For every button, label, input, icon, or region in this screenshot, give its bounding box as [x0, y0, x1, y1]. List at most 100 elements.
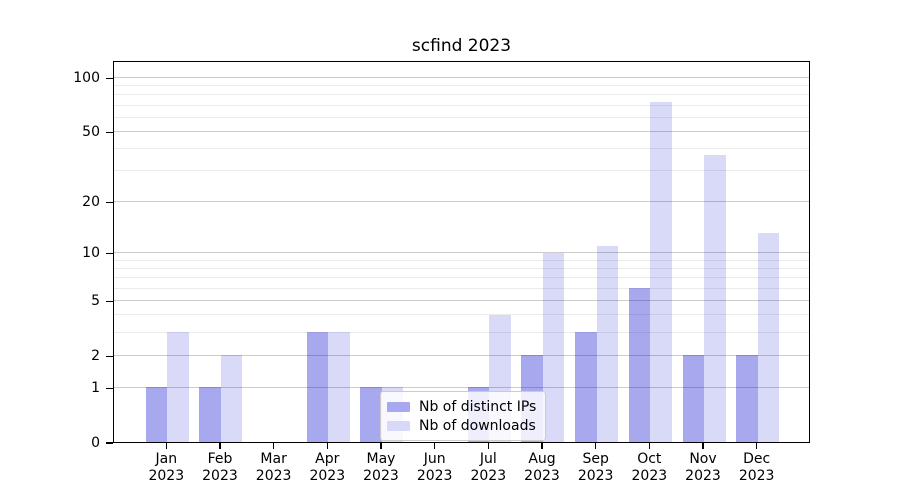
- x-tick-month-feb: Feb: [207, 451, 233, 467]
- legend-entry-downloads: Nb of downloads: [387, 417, 536, 436]
- gridline-major-5: [114, 299, 809, 301]
- bar-downloads-sep: [596, 245, 619, 442]
- x-tick-nov: [702, 443, 704, 449]
- y-tick-0: [106, 442, 113, 444]
- x-tick-year-oct: 2023: [631, 468, 668, 484]
- x-tick-jan: [165, 443, 167, 449]
- x-tick-mar: [273, 443, 275, 449]
- x-tick-month-jul: Jul: [479, 451, 497, 467]
- bar-distinct-ips-sep: [575, 332, 597, 442]
- x-tick-month-mar: Mar: [260, 451, 287, 467]
- legend-entry-distinct-ips: Nb of distinct IPs: [387, 398, 536, 417]
- gridline-major-100: [114, 76, 809, 78]
- bar-distinct-ips-feb: [199, 387, 221, 442]
- x-tick-month-nov: Nov: [689, 451, 717, 467]
- legend-label-downloads: Nb of downloads: [419, 417, 536, 434]
- gridline-major-50: [114, 130, 809, 132]
- y-tick-label-10: 10: [82, 245, 100, 262]
- y-tick-label-2: 2: [91, 348, 100, 365]
- gridline-minor-40: [114, 147, 809, 149]
- y-tick-1: [106, 387, 113, 389]
- x-tick-sep: [595, 443, 597, 449]
- gridline-minor-70: [114, 104, 809, 106]
- x-tick-year-mar: 2023: [255, 468, 292, 484]
- y-tick-label-20: 20: [82, 194, 100, 211]
- bar-downloads-oct: [650, 101, 672, 442]
- x-tick-month-jun: Jun: [423, 451, 446, 467]
- x-tick-label-oct: Oct 2023: [617, 451, 681, 485]
- chart-title: scfind 2023: [411, 36, 512, 56]
- x-tick-month-aug: Aug: [528, 451, 556, 467]
- gridline-minor-3: [114, 331, 809, 333]
- legend: Nb of distinct IPs Nb of downloads: [380, 391, 546, 441]
- bar-distinct-ips-may: [360, 387, 382, 442]
- gridline-major-20: [114, 200, 809, 202]
- gridline-major-1: [114, 386, 809, 388]
- bar-downloads-aug: [542, 252, 565, 442]
- x-tick-jun: [434, 443, 436, 449]
- x-tick-aug: [541, 443, 543, 449]
- x-tick-apr: [326, 443, 328, 449]
- x-tick-year-sep: 2023: [577, 468, 614, 484]
- x-tick-jul: [487, 443, 489, 449]
- legend-swatch-distinct-ips: [387, 402, 410, 413]
- gridline-minor-30: [114, 170, 809, 172]
- gridline-major-10: [114, 251, 809, 253]
- y-tick-label-5: 5: [91, 293, 100, 310]
- x-tick-month-jan: Jan: [155, 451, 178, 467]
- x-tick-feb: [219, 443, 221, 449]
- x-tick-label-nov: Nov 2023: [671, 451, 735, 485]
- x-tick-year-dec: 2023: [738, 468, 775, 484]
- x-tick-year-apr: 2023: [309, 468, 346, 484]
- x-tick-label-mar: Mar 2023: [242, 451, 306, 485]
- bar-downloads-feb: [220, 355, 243, 442]
- y-tick-label-100: 100: [73, 70, 100, 87]
- bar-distinct-ips-apr: [306, 332, 329, 442]
- x-tick-month-sep: Sep: [582, 451, 609, 467]
- x-tick-month-apr: Apr: [315, 451, 340, 467]
- gridline-minor-4: [114, 314, 809, 316]
- bar-distinct-ips-dec: [736, 355, 758, 442]
- y-tick-label-1: 1: [91, 380, 100, 397]
- x-tick-oct: [648, 443, 650, 449]
- x-tick-label-jul: Jul 2023: [456, 451, 520, 485]
- gridline-minor-6: [114, 287, 809, 289]
- gridline-major-2: [114, 354, 809, 356]
- bar-downloads-nov: [704, 154, 726, 442]
- x-tick-label-apr: Apr 2023: [295, 451, 359, 485]
- x-tick-month-oct: Oct: [637, 451, 662, 467]
- y-tick-10: [106, 252, 113, 255]
- bar-downloads-dec: [757, 233, 780, 442]
- x-tick-year-jun: 2023: [416, 468, 453, 484]
- y-tick-20: [106, 201, 113, 203]
- y-tick-2: [106, 355, 113, 357]
- y-tick-5: [106, 300, 113, 302]
- gridline-minor-60: [114, 116, 809, 118]
- gridline-minor-7: [114, 277, 809, 279]
- x-tick-label-may: May 2023: [349, 451, 413, 485]
- x-tick-year-feb: 2023: [202, 468, 238, 484]
- y-tick-50: [106, 131, 113, 133]
- plot-area: Nb of distinct IPs Nb of downloads: [113, 61, 810, 443]
- y-tick-100: [106, 77, 113, 79]
- gridline-minor-80: [114, 94, 809, 96]
- bar-downloads-jan: [167, 332, 189, 442]
- bar-distinct-ips-oct: [628, 288, 651, 442]
- x-tick-label-jan: Jan 2023: [134, 451, 198, 485]
- gridline-minor-8: [114, 267, 809, 269]
- x-tick-year-may: 2023: [363, 468, 399, 484]
- x-tick-label-jun: Jun 2023: [403, 451, 467, 485]
- x-tick-year-jul: 2023: [470, 468, 507, 484]
- x-tick-year-jan: 2023: [148, 468, 185, 484]
- gridline-minor-9: [114, 259, 809, 261]
- y-tick-label-0: 0: [91, 435, 100, 451]
- gridline-minor-90: [114, 84, 809, 86]
- bar-distinct-ips-nov: [682, 355, 704, 442]
- x-tick-label-aug: Aug 2023: [510, 451, 574, 485]
- legend-swatch-downloads: [387, 420, 410, 431]
- x-tick-month-dec: Dec: [743, 451, 771, 467]
- y-tick-label-50: 50: [82, 124, 100, 141]
- legend-label-distinct-ips: Nb of distinct IPs: [419, 399, 537, 416]
- x-tick-label-feb: Feb 2023: [188, 451, 252, 485]
